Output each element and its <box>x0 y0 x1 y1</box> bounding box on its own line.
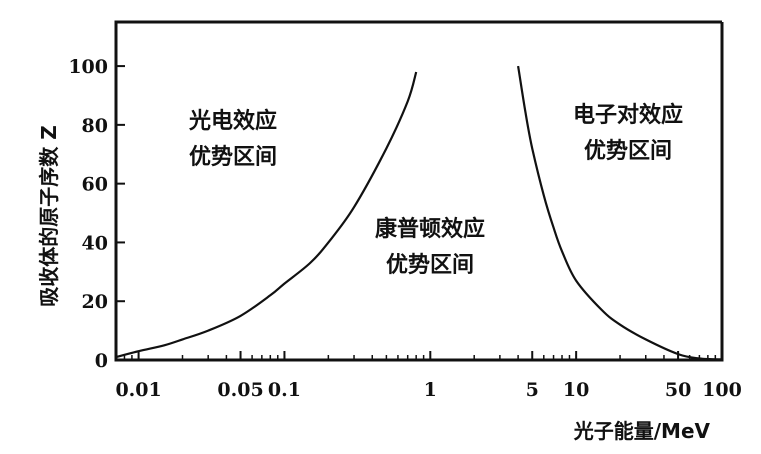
x-tick-label: 0.05 <box>217 379 263 401</box>
y-tick-label: 60 <box>82 174 108 196</box>
y-tick-label: 0 <box>95 350 108 372</box>
region-label-compton-line1: 康普顿效应 <box>375 216 485 242</box>
boundary-curves <box>115 65 723 361</box>
plot-frame <box>114 20 724 362</box>
x-tick-label: 10 <box>563 379 589 401</box>
region-label-compton-line2: 优势区间 <box>386 252 474 278</box>
x-tick-label: 50 <box>665 379 691 401</box>
y-tick-label: 100 <box>68 56 108 78</box>
x-tick-label: 0.1 <box>268 379 301 401</box>
region-label-pair-production-line2: 优势区间 <box>584 138 672 164</box>
region-label-photoelectric-line2: 优势区间 <box>189 144 277 170</box>
boundary-curve-photoelectric-compton <box>115 71 418 359</box>
region-label-pair-production-line1: 电子对效应 <box>573 102 683 128</box>
y-tick-label: 20 <box>82 291 108 313</box>
x-axis-ticks: 0.01 0.05 0.1 1 5 10 50 100 <box>115 351 742 401</box>
x-tick-label: 0.01 <box>115 379 161 401</box>
x-tick-label: 100 <box>702 379 742 401</box>
boundary-curve-compton-pair-production <box>517 65 723 361</box>
y-axis-ticks: 0 20 40 60 80 100 <box>68 56 125 372</box>
y-axis-label: 吸收体的原子序数 Z <box>37 125 61 306</box>
region-label-photoelectric-line1: 光电效应 <box>188 108 277 134</box>
x-tick-label: 5 <box>526 379 539 401</box>
y-tick-label: 40 <box>82 232 108 254</box>
y-tick-label: 80 <box>82 115 108 137</box>
x-axis-label: 光子能量/MeV <box>573 419 711 443</box>
axes-frame <box>114 20 724 362</box>
x-tick-label: 1 <box>424 379 437 401</box>
